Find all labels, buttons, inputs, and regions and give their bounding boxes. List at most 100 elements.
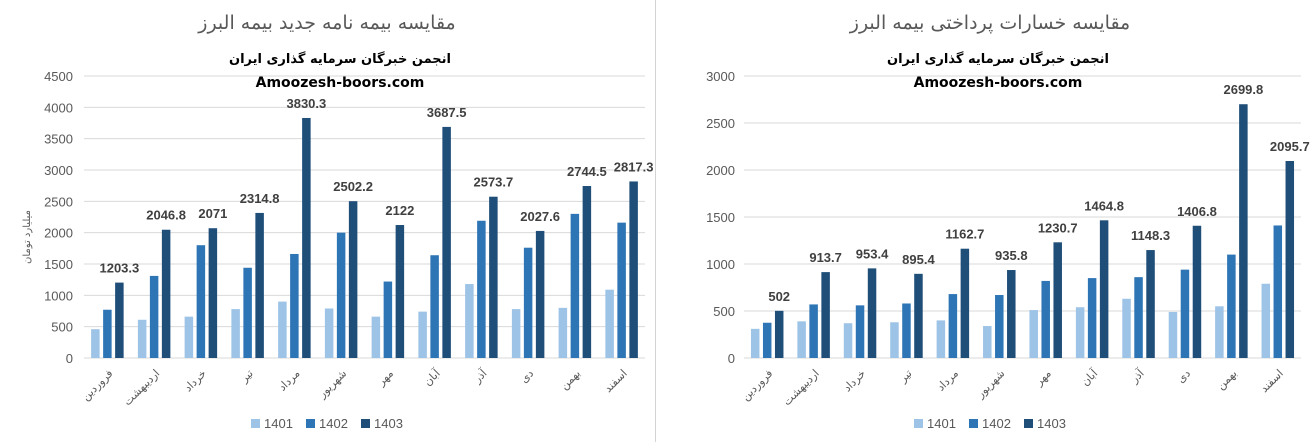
panel-divider [655, 0, 656, 442]
chart-0-data-label: 2314.8 [240, 191, 280, 206]
chart-1-legend-label-1401: 1401 [927, 416, 956, 431]
chart-0-bar-1401 [231, 309, 240, 358]
chart-1-bar-1402 [1227, 254, 1236, 358]
chart-1-bar-1403 [914, 273, 923, 358]
chart-0-bar-1402 [383, 281, 393, 358]
chart-left: مقایسه بیمه نامه جدید بیمه البرز انجمن خب… [22, 12, 654, 431]
chart-0-data-label: 2046.8 [146, 208, 186, 223]
chart-0-category-label: شهریور [315, 367, 349, 401]
chart-0-bar-1401 [91, 329, 100, 358]
chart-0-data-label: 1203.3 [99, 261, 139, 276]
chart-0-y-tick-label: 4500 [44, 69, 73, 84]
chart-1-bar-1403 [1192, 225, 1202, 358]
chart-1-bar-1401 [797, 321, 806, 358]
chart-0-category-label: آبان [420, 366, 443, 389]
chart-1-bar-1402 [1087, 278, 1097, 358]
chart-1-data-label: 1464.8 [1084, 198, 1124, 213]
chart-0-category-label: اردیبهشت [121, 367, 162, 408]
chart-0-bar-1401 [465, 284, 474, 358]
chart-1-category-label: شهریور [973, 367, 1007, 401]
chart-0-bar-1401 [558, 307, 568, 358]
chart-0-bar-1401 [605, 289, 614, 358]
chart-1-data-label: 502 [768, 289, 790, 304]
chart-1-bar-1403 [1285, 161, 1295, 358]
chart-0-y-tick-label: 3000 [44, 163, 73, 178]
chart-0-category-label: خرداد [182, 367, 209, 394]
chart-1-data-label: 1162.7 [945, 227, 984, 242]
chart-0-bar-1401 [184, 316, 194, 358]
chart-0-bar-1402 [336, 232, 346, 358]
chart-0-category-label: آذر [469, 366, 490, 387]
chart-1-bar-1403 [1007, 270, 1016, 358]
chart-0-bar-1403 [302, 117, 311, 358]
chart-0-bar-1403 [582, 186, 592, 358]
chart-1-bar-1401 [890, 322, 899, 358]
chart-1-category-label: فروردین [739, 367, 775, 403]
chart-1-legend-swatch-1402 [969, 419, 978, 428]
chart-0-y-tick-label: 1000 [44, 288, 73, 303]
chart-0-bar-1403 [442, 126, 451, 359]
chart-0-legend-swatch-1401 [251, 419, 260, 428]
chart-1-bar-1403 [1239, 104, 1248, 358]
chart-1-bar-1402 [855, 305, 865, 358]
chart-0-data-label: 2817.3 [614, 159, 654, 174]
chart-0-y-tick-label: 500 [51, 320, 73, 335]
chart-1-data-label: 1406.8 [1177, 204, 1217, 219]
chart-1-title: مقایسه خسارات پرداختی بیمه البرز [849, 12, 1130, 34]
chart-0-data-label: 2573.7 [473, 175, 513, 190]
chart-0-category-label: اسفند [602, 367, 630, 395]
chart-0-bar-1402 [196, 245, 206, 358]
chart-1-subtitle: انجمن خبرگان سرمایه گذاری ایران [887, 51, 1109, 67]
chart-1-category-label: اردیبهشت [780, 367, 821, 408]
chart-1-legend-label-1403: 1403 [1037, 416, 1066, 431]
chart-1-bar-1402 [902, 303, 911, 358]
chart-0-bar-1401 [371, 316, 381, 358]
chart-0-bar-1402 [243, 267, 252, 358]
chart-0-bar-1403 [629, 181, 638, 358]
chart-0-category-label: مرداد [276, 367, 303, 394]
chart-1-y-tick-label: 3000 [706, 69, 735, 84]
chart-1-site-text: Amoozesh-boors.com [914, 75, 1083, 91]
chart-1-legend-swatch-1403 [1024, 419, 1033, 428]
chart-1-legend-label-1402: 1402 [982, 416, 1011, 431]
chart-0-subtitle: انجمن خبرگان سرمایه گذاری ایران [229, 51, 451, 67]
chart-0-bar-1403 [535, 230, 545, 358]
chart-0-bar-1402 [103, 309, 112, 358]
chart-right: مقایسه خسارات پرداختی بیمه البرز انجمن خب… [706, 12, 1310, 431]
chart-0-y-tick-label: 4000 [44, 100, 73, 115]
chart-1-category-label: بهمن [1214, 367, 1239, 392]
chart-1-category-label: مرداد [934, 367, 961, 394]
chart-0-data-label: 3687.5 [427, 105, 467, 120]
chart-0-bar-1402 [523, 247, 533, 358]
chart-0-category-label: مهر [374, 367, 396, 389]
chart-1-bar-1401 [1075, 307, 1085, 358]
chart-1-data-label: 1148.3 [1131, 228, 1170, 243]
chart-1-data-label: 935.8 [995, 248, 1028, 263]
chart-right-panel: مقایسه خسارات پرداختی بیمه البرز انجمن خب… [658, 0, 1315, 442]
chart-1-y-tick-label: 0 [728, 351, 735, 366]
chart-0-title: مقایسه بیمه نامه جدید بیمه البرز [197, 12, 455, 34]
chart-0-data-label: 3830.3 [286, 96, 326, 111]
chart-0-bar-1403 [208, 228, 218, 358]
chart-1-bar-1403 [774, 310, 784, 358]
chart-1-y-tick-label: 2000 [706, 163, 735, 178]
chart-0-bar-1403 [115, 282, 124, 358]
chart-0-y-tick-label: 1500 [44, 257, 73, 272]
chart-1-category-label: آذر [1127, 366, 1148, 387]
chart-1-bar-1401 [1261, 283, 1271, 358]
chart-1-bar-1402 [1134, 277, 1143, 358]
chart-1-legend-swatch-1401 [914, 419, 923, 428]
chart-1-category-label: خرداد [841, 367, 868, 394]
chart-1-data-label: 2699.8 [1223, 82, 1263, 97]
chart-1-bar-1403 [1099, 220, 1109, 358]
chart-0-data-label: 2027.6 [520, 209, 560, 224]
chart-0-bar-1403 [161, 229, 171, 358]
chart-0-data-label: 2071 [198, 206, 227, 221]
chart-0-bar-1403 [255, 212, 264, 358]
chart-1-bar-1401 [983, 326, 992, 358]
chart-0-category-label: تیر [237, 367, 256, 386]
chart-1-y-tick-label: 2500 [706, 116, 735, 131]
chart-0-y-tick-label: 2000 [44, 226, 73, 241]
chart-0-bar-1402 [617, 222, 626, 358]
chart-0-category-label: بهمن [558, 367, 583, 392]
